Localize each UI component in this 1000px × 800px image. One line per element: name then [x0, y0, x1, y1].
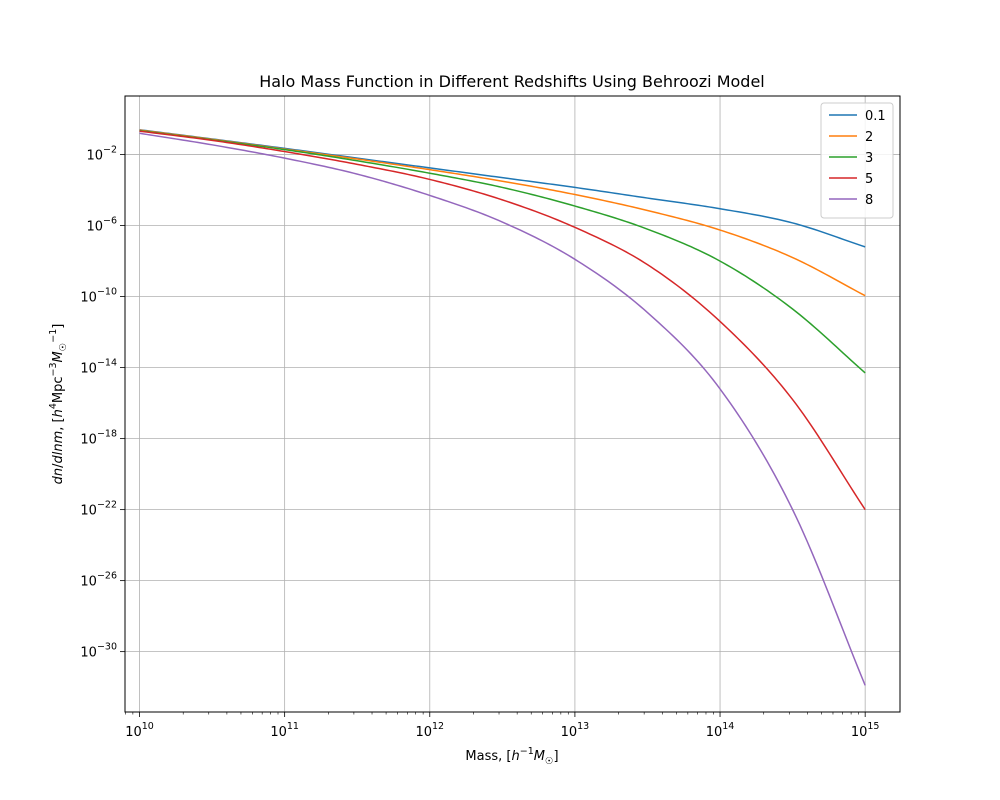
plot-frame — [124, 95, 901, 713]
series-lines — [139, 128, 866, 686]
y-tick-label: 10−30 — [80, 642, 117, 661]
x-tick-label: 1015 — [851, 721, 880, 740]
x-tick-label: 1012 — [415, 721, 444, 740]
legend-box — [820, 102, 894, 219]
legend-entry: 3 — [865, 151, 873, 166]
legend-entry: 0.1 — [865, 109, 886, 124]
y-tick-label: 10−18 — [80, 429, 117, 448]
y-tick-label: 10−10 — [80, 287, 117, 306]
y-axis-ticks: 10−2 10−6 10−10 10−14 10−18 10−22 10−26 10−30 — [80, 145, 125, 661]
series-line-3 — [139, 129, 866, 374]
y-tick-label: 10−26 — [80, 571, 117, 590]
y-axis-label: dn/dlnm, [h4Mpc−3M☉−1] — [48, 324, 69, 485]
grid — [125, 96, 900, 712]
series-line-8 — [139, 132, 866, 686]
x-tick-label: 1010 — [125, 721, 154, 740]
x-tick-label: 1013 — [561, 721, 590, 740]
legend: 0.1 2 3 5 8 — [820, 102, 894, 219]
legend-entry: 8 — [865, 193, 873, 208]
legend-entry: 2 — [865, 130, 873, 145]
y-tick-label: 10−2 — [86, 145, 117, 164]
y-tick-label: 10−22 — [80, 500, 117, 519]
svg-text:Mass, [h−1M☉]: Mass, [h−1M☉] — [465, 746, 558, 767]
y-tick-label: 10−14 — [80, 358, 117, 377]
chart-title: Halo Mass Function in Different Redshift… — [259, 72, 765, 91]
series-line-5 — [139, 130, 866, 511]
x-tick-label: 1011 — [270, 721, 299, 740]
x-axis-ticks: 1010 1011 1012 1013 1014 1015 — [125, 712, 879, 740]
x-axis-label: Mass, [h−1M☉] — [465, 746, 558, 767]
svg-text:dn/dlnm, [h4Mpc−3M☉−1]: dn/dlnm, [h4Mpc−3M☉−1] — [48, 324, 69, 485]
x-tick-label: 1014 — [706, 721, 735, 740]
minor-ticks — [125, 712, 859, 715]
y-tick-label: 10−6 — [86, 216, 117, 235]
legend-entry: 5 — [865, 172, 873, 187]
